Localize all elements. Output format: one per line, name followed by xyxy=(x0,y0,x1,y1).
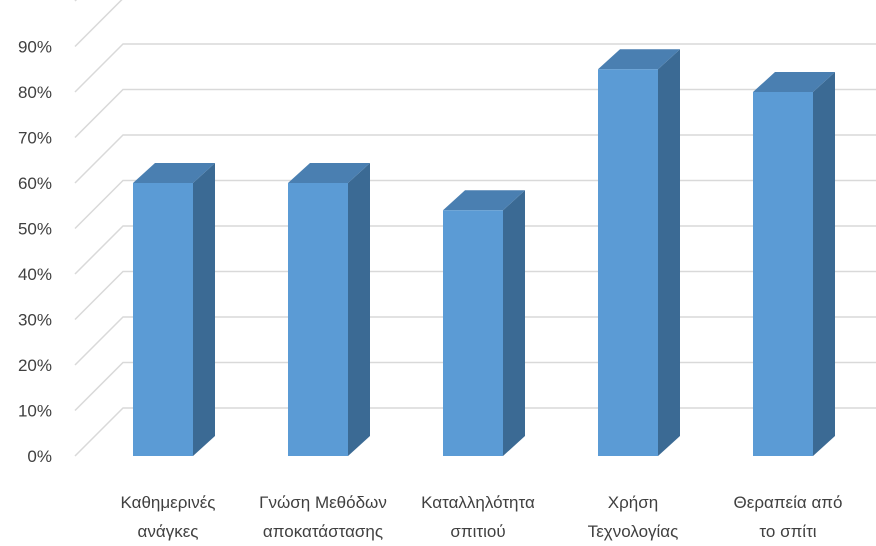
bar-top-face xyxy=(288,163,370,183)
y-tick-label: 70% xyxy=(18,129,52,148)
y-axis-ticks: 0% 10% 20% 30% 40% 50% 60% 70% 80% 90% xyxy=(18,38,52,467)
grid-line xyxy=(74,43,876,93)
bar-side-face xyxy=(193,163,215,456)
bar xyxy=(753,72,835,456)
x-category-label: Χρήση xyxy=(608,493,658,512)
y-tick-label: 90% xyxy=(18,38,52,57)
y-tick-label: 50% xyxy=(18,220,52,239)
x-axis-labels: Καθημερινές ανάγκες Γνώση Μεθόδων αποκατάστ… xyxy=(121,493,843,541)
x-category-label: το σπίτι xyxy=(759,522,816,541)
grid-lines xyxy=(74,0,876,457)
y-tick-label: 20% xyxy=(18,356,52,375)
x-category-label: αποκατάστασης xyxy=(263,522,383,541)
bar-front-face xyxy=(133,183,193,456)
bar xyxy=(443,190,525,457)
bar-top-face xyxy=(753,72,835,92)
bar-front-face xyxy=(288,183,348,456)
bar-top-face xyxy=(443,190,525,211)
bar-side-face xyxy=(813,72,835,456)
y-tick-label: 40% xyxy=(18,265,52,284)
x-category-label: Θεραπεία από xyxy=(734,493,843,512)
bar-side-face xyxy=(658,49,680,456)
y-tick-label: 10% xyxy=(18,402,52,421)
x-category-label: Τεχνολογίας xyxy=(588,522,679,541)
bar-top-face xyxy=(133,163,215,183)
bar-front-face xyxy=(598,69,658,456)
grid-line xyxy=(74,0,123,48)
y-tick-label: 60% xyxy=(18,174,52,193)
bar xyxy=(598,49,680,456)
y-tick-label: 80% xyxy=(18,83,52,102)
bar-top-face xyxy=(598,49,680,70)
y-tick-label: 0% xyxy=(27,447,52,466)
x-category-label: ανάγκες xyxy=(138,522,199,541)
y-tick-label: 30% xyxy=(18,311,52,330)
x-category-label: σπιτιού xyxy=(450,522,505,541)
x-category-label: Γνώση Μεθόδων xyxy=(259,493,387,512)
bar xyxy=(288,163,370,456)
bar-front-face xyxy=(443,210,503,456)
bars xyxy=(133,49,835,457)
bar-side-face xyxy=(348,163,370,456)
bar-front-face xyxy=(753,92,813,456)
x-category-label: Καταλληλότητα xyxy=(421,493,535,512)
grid-line xyxy=(74,0,78,2)
x-category-label: Καθημερινές xyxy=(121,493,216,512)
bar-side-face xyxy=(503,190,525,457)
bar xyxy=(133,163,215,456)
